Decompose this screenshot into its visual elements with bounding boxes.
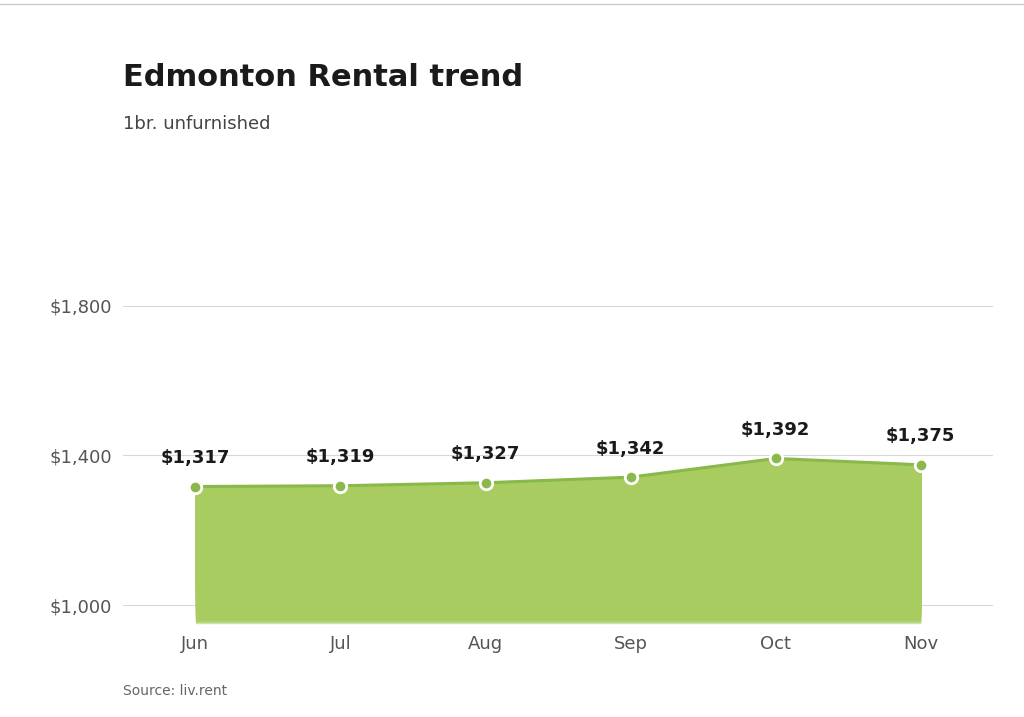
Text: $1,317: $1,317 — [161, 449, 230, 467]
Text: $1,375: $1,375 — [886, 427, 955, 445]
Text: Edmonton Rental trend: Edmonton Rental trend — [123, 63, 523, 92]
Text: $1,392: $1,392 — [741, 421, 810, 439]
Text: 1br. unfurnished: 1br. unfurnished — [123, 115, 270, 133]
Text: Source: liv.rent: Source: liv.rent — [123, 685, 227, 698]
Text: $1,342: $1,342 — [596, 440, 666, 457]
Text: $1,327: $1,327 — [451, 445, 520, 463]
Text: $1,319: $1,319 — [306, 448, 375, 466]
